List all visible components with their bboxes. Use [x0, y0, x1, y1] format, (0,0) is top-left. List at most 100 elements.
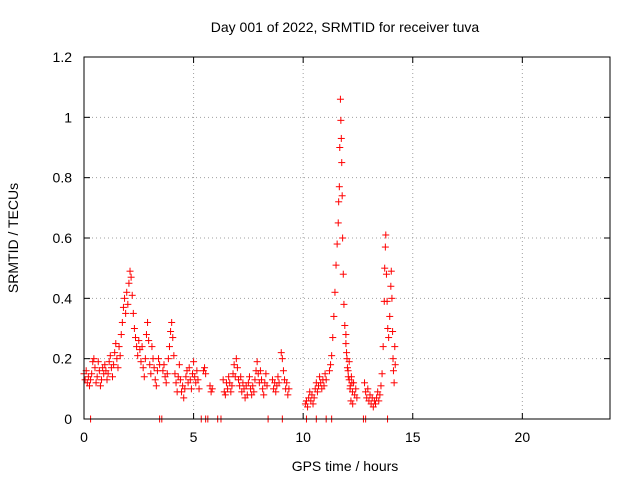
data-point [125, 279, 133, 287]
data-point [375, 397, 383, 405]
y-tick-label: 0.4 [53, 290, 73, 306]
data-point [193, 367, 201, 375]
data-point [334, 219, 342, 227]
data-point [386, 312, 394, 320]
data-point [163, 370, 171, 378]
data-point [361, 379, 369, 387]
data-point [232, 355, 240, 363]
data-point [328, 352, 336, 360]
data-point [95, 367, 103, 375]
data-point [134, 352, 142, 360]
data-point [138, 343, 146, 351]
data-point [115, 343, 123, 351]
data-point [256, 367, 264, 375]
data-point [220, 388, 228, 396]
data-point [340, 300, 348, 308]
data-point [207, 388, 215, 396]
data-point [349, 400, 357, 408]
data-point [167, 328, 175, 336]
data-point [111, 349, 119, 357]
data-point [346, 385, 354, 393]
data-point [151, 376, 159, 384]
data-point [176, 376, 184, 384]
data-point [129, 309, 137, 317]
data-point [113, 355, 121, 363]
data-point [112, 340, 120, 348]
chart-title: Day 001 of 2022, SRMTID for receiver tuv… [211, 19, 480, 35]
data-point [379, 343, 387, 351]
data-point [96, 382, 104, 390]
data-point [90, 355, 98, 363]
data-point [376, 391, 384, 399]
data-point [389, 328, 397, 336]
data-point [390, 379, 398, 387]
data-point [147, 370, 155, 378]
data-point [175, 361, 183, 369]
data-point [93, 373, 101, 381]
data-point [348, 379, 356, 387]
data-point [245, 373, 253, 381]
data-point [208, 385, 216, 393]
data-point [139, 364, 147, 372]
data-point [171, 370, 179, 378]
data-point [325, 367, 333, 375]
data-point [141, 355, 149, 363]
data-point [202, 370, 210, 378]
data-point [343, 349, 351, 357]
data-point [309, 400, 317, 408]
data-point [320, 382, 328, 390]
data-point [259, 385, 267, 393]
data-point [316, 373, 324, 381]
data-point [225, 373, 233, 381]
data-point [329, 334, 337, 342]
data-point [85, 382, 93, 390]
data-point [283, 379, 291, 387]
data-point [108, 373, 116, 381]
data-point [378, 370, 386, 378]
data-point [170, 352, 178, 360]
data-point [126, 267, 134, 275]
data-point [337, 134, 345, 142]
data-point [377, 382, 385, 390]
data-point [342, 331, 350, 339]
data-point [236, 382, 244, 390]
data-point [335, 198, 343, 206]
data-point [388, 294, 396, 302]
data-point [321, 370, 329, 378]
data-point [195, 385, 203, 393]
data-point [344, 367, 352, 375]
data-point [347, 397, 355, 405]
data-point [132, 334, 140, 342]
data-point [364, 385, 372, 393]
data-point [279, 367, 287, 375]
y-axis-label: SRMTID / TECUs [5, 183, 21, 293]
data-point [91, 364, 99, 372]
data-point [353, 394, 361, 402]
data-point [117, 331, 125, 339]
data-point [101, 361, 109, 369]
data-point [381, 243, 389, 251]
data-point [333, 240, 341, 248]
y-tick-label: 1 [64, 109, 72, 125]
data-point [142, 331, 150, 339]
data-point [162, 379, 170, 387]
data-point [258, 376, 266, 384]
data-points [80, 95, 399, 423]
data-point [181, 385, 189, 393]
data-point [119, 303, 127, 311]
data-point [272, 388, 280, 396]
y-tick-label: 0.2 [53, 351, 73, 367]
data-point [87, 376, 95, 384]
data-point [338, 192, 346, 200]
data-point [310, 394, 318, 402]
data-point [253, 358, 261, 366]
data-point [332, 261, 340, 269]
data-point [106, 352, 114, 360]
x-tick-label: 20 [515, 429, 531, 445]
data-point [244, 379, 252, 387]
data-point [128, 291, 136, 299]
data-point [249, 382, 257, 390]
data-point [145, 337, 153, 345]
data-point [178, 388, 186, 396]
